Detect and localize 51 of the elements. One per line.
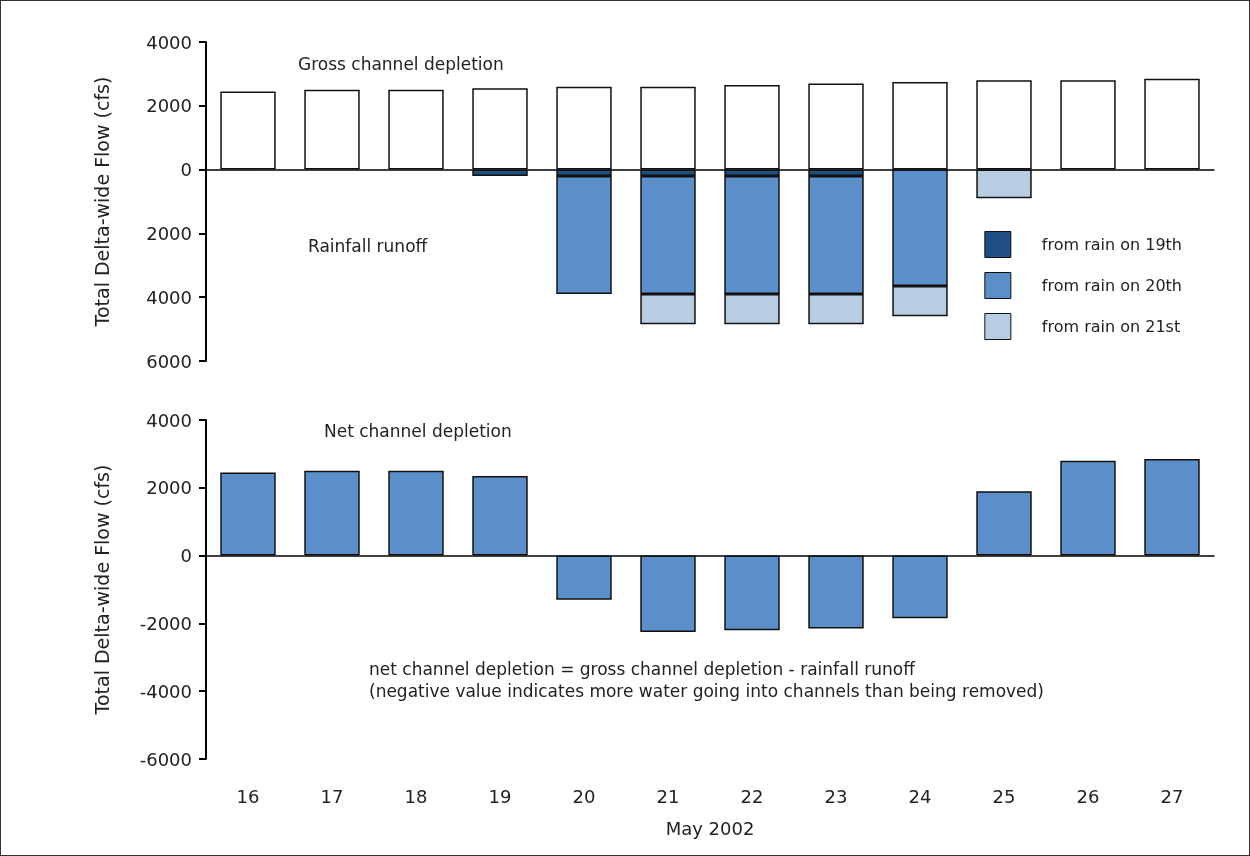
bar — [724, 555, 780, 631]
x-tick-label: 26 — [1076, 785, 1100, 807]
x-tick-label: 19 — [488, 785, 512, 807]
y-tick-label: 4000 — [146, 409, 192, 431]
y-tick-label: -4000 — [139, 680, 192, 702]
y-tick-label: 2000 — [146, 95, 192, 117]
legend-label: from rain on 20th — [1041, 276, 1183, 295]
bar — [304, 89, 360, 170]
bar — [220, 472, 276, 556]
x-tick-label: 25 — [992, 785, 1016, 807]
y-tick-label: 4000 — [146, 286, 192, 308]
y-tick-label: 2000 — [146, 477, 192, 499]
y-axis-title: Total Delta-wide Flow (cfs) — [90, 76, 113, 328]
x-axis-title: May 2002 — [665, 817, 755, 839]
x-tick-label: 20 — [572, 785, 596, 807]
bar — [304, 470, 360, 556]
bar — [472, 475, 528, 556]
bar — [976, 491, 1032, 556]
legend-label: from rain on 19th — [1041, 235, 1183, 254]
x-tick-label: 27 — [1160, 785, 1184, 807]
x-tick-label: 18 — [404, 785, 428, 807]
y-tick-label: -2000 — [139, 612, 192, 634]
x-tick-label: 23 — [824, 785, 848, 807]
annotation: Rainfall runoff — [308, 236, 429, 256]
bar — [640, 555, 696, 632]
bar — [1144, 458, 1200, 556]
legend-label: from rain on 21st — [1041, 317, 1181, 336]
bar — [388, 89, 444, 170]
y-tick-label: -6000 — [139, 748, 192, 770]
x-tick-label: 24 — [908, 785, 932, 807]
bar — [220, 91, 276, 170]
bar — [808, 555, 864, 629]
x-tick-label: 16 — [236, 785, 260, 807]
x-tick-label: 22 — [740, 785, 764, 807]
y-tick-label: 4000 — [146, 31, 192, 53]
bar — [388, 470, 444, 556]
y-tick-label: 2000 — [146, 222, 192, 244]
y-tick-label: 6000 — [146, 350, 192, 372]
annotation: Net channel depletion — [324, 421, 512, 441]
bar — [1144, 78, 1200, 170]
bar — [556, 555, 612, 600]
annotation: Gross channel depletion — [298, 54, 504, 74]
bar — [892, 555, 948, 619]
y-axis-title: Total Delta-wide Flow (cfs) — [90, 464, 113, 716]
x-tick-label: 21 — [656, 785, 680, 807]
bar — [1060, 460, 1116, 556]
bar — [1060, 80, 1116, 170]
x-tick-label: 17 — [320, 785, 344, 807]
annotation: net channel depletion = gross channel depletion - rainfall runoff (negative value indicates more water going into channels than being removed) — [369, 659, 1045, 701]
y-tick-label: 0 — [180, 545, 192, 567]
y-tick-label: 0 — [180, 159, 192, 181]
